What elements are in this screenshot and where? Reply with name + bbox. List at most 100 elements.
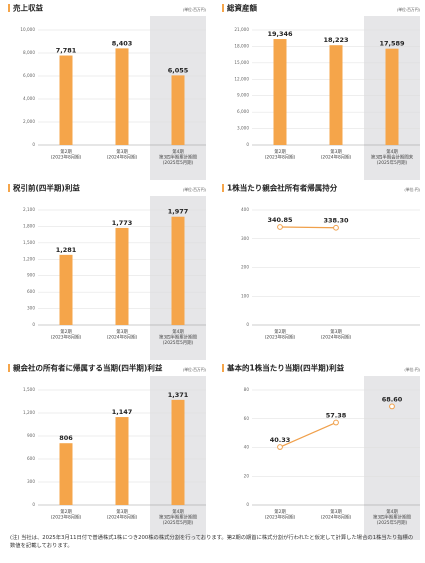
y-tick-label: 8,000 bbox=[23, 50, 35, 55]
y-tick-label: 1,800 bbox=[23, 223, 35, 228]
unit-label: (単位:百万円) bbox=[183, 367, 207, 372]
unit-label: (単位:円) bbox=[404, 187, 420, 192]
unit-label: (単位:円) bbox=[404, 367, 420, 372]
bar bbox=[385, 48, 399, 145]
y-tick-label: 9,000 bbox=[237, 93, 249, 98]
x-tick-label: 第4期第3四半期会計期間末(2025年5月期) bbox=[371, 148, 414, 166]
y-tick-label: 0 bbox=[32, 502, 35, 507]
value-label: 1,773 bbox=[112, 219, 133, 227]
y-tick-label: 0 bbox=[246, 502, 249, 507]
y-tick-label: 300 bbox=[27, 306, 35, 311]
chart-title: 1株当たり親会社所有者帰属持分 bbox=[227, 183, 338, 193]
x-tick-label: 第3期(2024年8月期) bbox=[321, 508, 352, 521]
y-tick-label: 2,100 bbox=[23, 207, 35, 212]
x-tick-label: 第4期第3四半期累計期間(2025年5月期) bbox=[159, 508, 198, 526]
bar bbox=[115, 227, 129, 325]
x-tick-label: 第4期第3四半期累計期間(2025年5月期) bbox=[373, 508, 412, 526]
value-label: 1,281 bbox=[56, 246, 77, 254]
value-label: 6,055 bbox=[168, 66, 189, 74]
y-tick-label: 200 bbox=[241, 265, 249, 270]
point bbox=[277, 224, 283, 230]
y-tick-label: 0 bbox=[32, 142, 35, 147]
y-tick-label: 1,500 bbox=[23, 240, 35, 245]
x-tick-label: 第2期(2023年8月期) bbox=[265, 508, 296, 521]
x-tick-label: 第2期(2023年8月期) bbox=[51, 148, 82, 161]
y-tick-label: 6,000 bbox=[23, 73, 35, 78]
x-tick-label: 第3期(2024年8月期) bbox=[321, 328, 352, 341]
unit-label: (単位:百万円) bbox=[183, 7, 207, 12]
line bbox=[279, 226, 337, 229]
y-tick-label: 21,000 bbox=[234, 27, 249, 32]
highlight-band bbox=[364, 376, 420, 540]
y-tick-label: 1,200 bbox=[23, 256, 35, 261]
y-tick-label: 0 bbox=[246, 142, 249, 147]
x-tick-label: 第4期第3四半期累計期間(2025年5月期) bbox=[159, 148, 198, 166]
value-label: 7,781 bbox=[56, 47, 77, 55]
y-tick-label: 0 bbox=[246, 322, 249, 327]
y-tick-label: 400 bbox=[241, 207, 249, 212]
title-marker bbox=[8, 4, 10, 12]
x-tick-label: 第2期(2023年8月期) bbox=[51, 328, 82, 341]
bar bbox=[59, 443, 73, 505]
y-tick-label: 600 bbox=[27, 456, 35, 461]
y-tick-label: 60 bbox=[244, 416, 250, 421]
title-marker bbox=[8, 364, 10, 372]
chart-title: 売上収益 bbox=[13, 3, 43, 13]
y-tick-label: 900 bbox=[27, 433, 35, 438]
value-label: 17,589 bbox=[379, 40, 405, 48]
y-tick-label: 600 bbox=[27, 289, 35, 294]
y-tick-label: 15,000 bbox=[234, 60, 249, 65]
x-tick-label: 第3期(2024年8月期) bbox=[107, 508, 138, 521]
title-marker bbox=[8, 184, 10, 192]
title-marker bbox=[222, 184, 224, 192]
x-tick-label: 第4期第3四半期累計期間(2025年5月期) bbox=[159, 328, 198, 346]
y-tick-label: 300 bbox=[241, 236, 249, 241]
y-tick-label: 100 bbox=[241, 293, 249, 298]
bar bbox=[115, 48, 129, 145]
bar bbox=[59, 55, 73, 145]
value-label: 18,223 bbox=[323, 36, 348, 44]
x-tick-label: 第3期(2024年8月期) bbox=[107, 148, 138, 161]
chart-title: 親会社の所有者に帰属する当期(四半期)利益 bbox=[13, 363, 163, 373]
title-marker bbox=[222, 4, 224, 12]
x-tick-label: 第2期(2023年8月期) bbox=[265, 148, 296, 161]
value-label: 340.85 bbox=[267, 216, 293, 224]
bar bbox=[171, 216, 185, 325]
bar bbox=[171, 75, 185, 145]
y-tick-label: 18,000 bbox=[234, 43, 249, 48]
bar bbox=[115, 417, 129, 505]
value-label: 68.60 bbox=[382, 395, 403, 403]
point bbox=[277, 444, 283, 450]
bar bbox=[273, 39, 287, 145]
unit-label: (単位:百万円) bbox=[183, 187, 207, 192]
point bbox=[333, 419, 339, 426]
point bbox=[389, 403, 395, 410]
y-tick-label: 10,000 bbox=[20, 27, 35, 32]
unit-label: (単位:百万円) bbox=[397, 7, 421, 12]
value-label: 8,403 bbox=[112, 39, 133, 47]
value-label: 1,147 bbox=[112, 408, 133, 416]
y-tick-label: 80 bbox=[244, 387, 250, 392]
title-marker bbox=[222, 364, 224, 372]
y-tick-label: 1,200 bbox=[23, 410, 35, 415]
y-tick-label: 4,000 bbox=[23, 96, 35, 101]
x-tick-label: 第3期(2024年8月期) bbox=[107, 328, 138, 341]
chart-title: 総資産額 bbox=[227, 3, 257, 13]
bar bbox=[171, 399, 185, 505]
y-tick-label: 6,000 bbox=[237, 109, 249, 114]
y-tick-label: 900 bbox=[27, 273, 35, 278]
y-tick-label: 0 bbox=[32, 322, 35, 327]
x-tick-label: 第2期(2023年8月期) bbox=[51, 508, 82, 521]
bar bbox=[59, 254, 73, 325]
value-label: 338.30 bbox=[323, 217, 349, 225]
x-tick-label: 第3期(2024年8月期) bbox=[321, 148, 352, 161]
value-label: 806 bbox=[59, 434, 73, 442]
y-tick-label: 300 bbox=[27, 479, 35, 484]
y-tick-label: 2,000 bbox=[23, 119, 35, 124]
x-tick-label: 第2期(2023年8月期) bbox=[265, 328, 296, 341]
point bbox=[333, 224, 339, 231]
y-tick-label: 40 bbox=[244, 445, 250, 450]
chart-title: 税引前(四半期)利益 bbox=[13, 183, 80, 193]
